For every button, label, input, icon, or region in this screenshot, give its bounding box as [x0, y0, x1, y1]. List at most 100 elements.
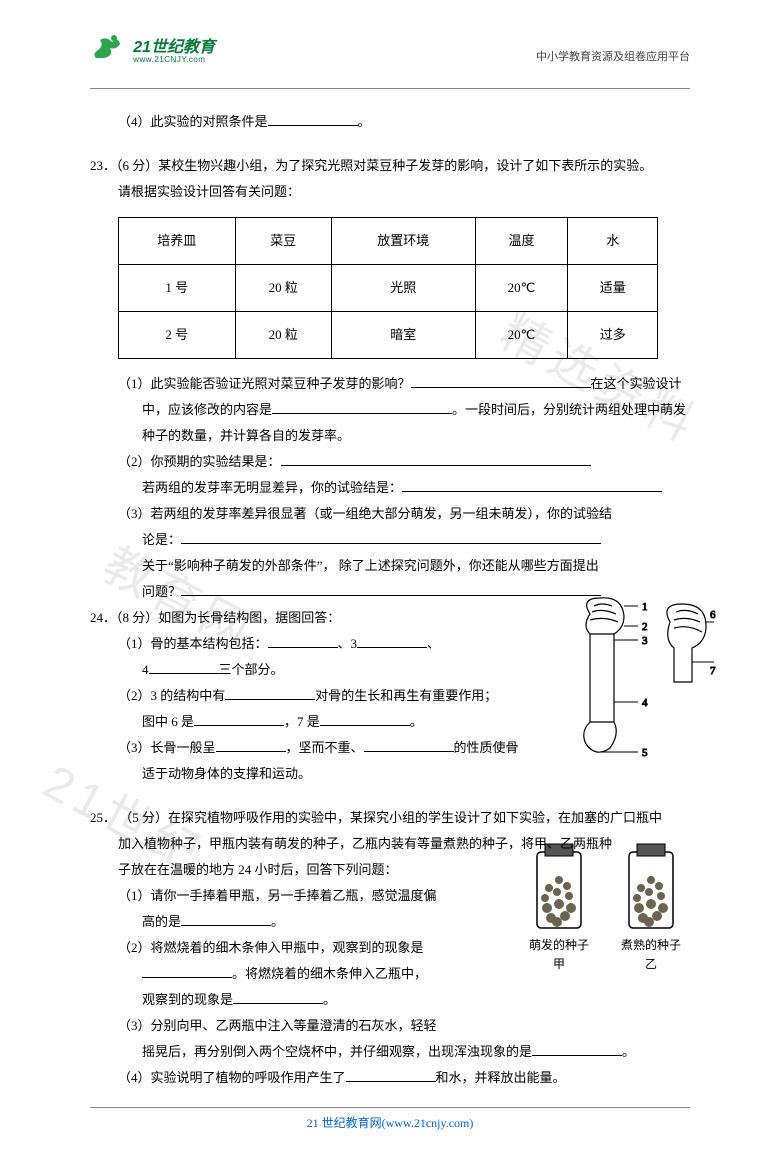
- text: （4）实验说明了植物的呼吸作用产生了: [118, 1070, 346, 1085]
- q25-stem-c: 子放在在温暖的地方 24 小时后，回答下列问题：: [90, 857, 690, 883]
- td: 20℃: [475, 265, 568, 312]
- blank: [357, 633, 427, 648]
- td: 2 号: [119, 312, 236, 359]
- q23-i1e: 种子的数量，并计算各自的发芽率。: [90, 423, 690, 449]
- blank: [320, 711, 410, 726]
- blank: [411, 373, 591, 388]
- brand-url: www.21CNJY.com: [133, 55, 215, 64]
- brand-text: 21世纪教育 www.21CNJY.com: [133, 33, 215, 64]
- q25-stem-b: 加入植物种子，甲瓶内装有萌发的种子，乙瓶内装有等量煮熟的种子，将甲、乙两瓶种: [90, 831, 690, 857]
- blank: [233, 989, 323, 1004]
- text: 论是：: [142, 532, 181, 547]
- header-right-text: 中小学教育资源及组卷应用平台: [536, 48, 690, 64]
- q24-i1d: 4三个部分。: [90, 657, 690, 683]
- q25-i1a: （1）请你一手捧着甲瓶，另一手捧着乙瓶，感觉温度偏: [90, 883, 690, 909]
- text: 。将燃烧着的细木条伸入乙瓶中，: [232, 966, 427, 981]
- text: ，7 是: [284, 714, 320, 729]
- q25: 25． （5 分）在探究植物呼吸作用的实验中，某探究小组的学生设计了如下实验，在…: [90, 805, 690, 1091]
- runner-icon: [90, 30, 126, 66]
- text: （3）长骨一般呈: [118, 740, 216, 755]
- footer-text-b: (www.21cnjy.com): [382, 1116, 474, 1130]
- text: 对骨的生长和再生有重要作用；: [315, 688, 497, 703]
- td: 过多: [568, 312, 658, 359]
- blank: [149, 659, 219, 674]
- blank: [142, 963, 232, 978]
- header-divider: [90, 88, 690, 89]
- q23-i4b: 问题？: [90, 579, 690, 605]
- page-footer: 21 世纪教育网(www.21cnjy.com): [0, 1107, 780, 1131]
- brand-logo: 21世纪教育 www.21CNJY.com: [90, 30, 215, 66]
- text: 若两组的发芽率无明显差异，你的试验结是：: [142, 480, 402, 495]
- blank: [532, 1041, 622, 1056]
- td: 20 粒: [235, 265, 331, 312]
- td: 20 粒: [235, 312, 331, 359]
- blank: [272, 399, 452, 414]
- q24-i3a: （3）长骨一般呈 ，坚而不重、 的性质使骨: [90, 735, 690, 761]
- text: （2）3 的结构中有: [118, 688, 225, 703]
- table-row: 培养皿 菜豆 放置环境 温度 水: [119, 218, 658, 265]
- blank: [181, 581, 601, 596]
- td: 1 号: [119, 265, 236, 312]
- th: 水: [568, 218, 658, 265]
- text: （1）骨的基本结构包括：: [118, 636, 268, 651]
- q23-i2b: 若两组的发芽率无明显差异，你的试验结是：: [90, 475, 690, 501]
- td: 暗室: [331, 312, 475, 359]
- text: 摇晃后，再分别倒入两个空烧杯中，并仔细观察，出现浑浊现象的是: [142, 1044, 532, 1059]
- th: 放置环境: [331, 218, 475, 265]
- text: ，坚而不重、: [286, 740, 364, 755]
- q24-i2a: （2）3 的结构中有 对骨的生长和再生有重要作用；: [90, 683, 690, 709]
- q25-i2a: （2）将燃烧着的细木条伸入甲瓶中，观察到的现象是: [90, 935, 690, 961]
- q23: 23．（6 分）某校生物兴趣小组，为了探究光照对菜豆种子发芽的影响，设计了如下表…: [90, 153, 690, 605]
- footer-text-a: 21 世纪教育网: [307, 1116, 382, 1130]
- q23-i3b: 论是：: [90, 527, 690, 553]
- q23-i2a: （2）你预期的实验结果是：: [90, 449, 690, 475]
- text: 、3: [338, 636, 358, 651]
- text: 观察到的现象是: [142, 992, 233, 1007]
- blank: [402, 477, 662, 492]
- text: （4）此实验的对照条件是: [118, 114, 268, 129]
- q24-i1: （1）骨的基本结构包括： 、3 、: [90, 631, 690, 657]
- text: 和水，并释放出能量。: [436, 1070, 566, 1085]
- td: 光照: [331, 265, 475, 312]
- text: 中，应该修改的内容是: [142, 402, 272, 417]
- table-row: 1 号 20 粒 光照 20℃ 适量: [119, 265, 658, 312]
- svg-text:7: 7: [710, 665, 716, 677]
- text: 。: [323, 992, 336, 1007]
- page-header: 21世纪教育 www.21CNJY.com 中小学教育资源及组卷应用平台: [90, 30, 690, 80]
- text: （1）此实验能否验证光照对菜豆种子发芽的影响？: [118, 376, 411, 391]
- blank: [281, 451, 591, 466]
- text: 图中 6 是: [142, 714, 194, 729]
- q25-i3a: （3）分别向甲、乙两瓶中注入等量澄清的石灰水，轻轻: [90, 1013, 690, 1039]
- q23-i3a: （3）若两组的发芽率差异很显著（或一组绝大部分萌发，另一组未萌发），你的试验结: [90, 501, 690, 527]
- blank: [194, 711, 284, 726]
- blank: [216, 737, 286, 752]
- q23-table: 培养皿 菜豆 放置环境 温度 水 1 号 20 粒 光照 20℃ 适量 2 号 …: [118, 217, 658, 359]
- page: 21世纪教育 www.21CNJY.com 中小学教育资源及组卷应用平台 精选资…: [0, 0, 780, 1151]
- text: 。: [358, 114, 371, 129]
- blank: [346, 1067, 436, 1082]
- text: 。一段时间后，分别统计两组处理中萌发: [452, 402, 686, 417]
- q23-stem-b: 请根据实验设计回答有关问题：: [90, 179, 690, 205]
- q25-i3b: 摇晃后，再分别倒入两个空烧杯中，并仔细观察，出现浑浊现象的是 。: [90, 1039, 690, 1065]
- footer-divider: [90, 1107, 690, 1108]
- th: 菜豆: [235, 218, 331, 265]
- q24-i2c: 图中 6 是，7 是。: [90, 709, 690, 735]
- blank: [268, 111, 358, 126]
- text: （2）你预期的实验结果是：: [118, 454, 281, 469]
- q25-i1b: 高的是。: [90, 909, 690, 935]
- q23-stem-a: 23．（6 分）某校生物兴趣小组，为了探究光照对菜豆种子发芽的影响，设计了如下表…: [90, 153, 690, 179]
- text: 问题？: [142, 584, 181, 599]
- svg-text:6: 6: [710, 609, 716, 621]
- text: 高的是: [142, 914, 181, 929]
- table-row: 2 号 20 粒 暗室 20℃ 过多: [119, 312, 658, 359]
- q25-i2b: 。将燃烧着的细木条伸入乙瓶中，: [90, 961, 690, 987]
- text: 、: [427, 636, 440, 651]
- blank: [268, 633, 338, 648]
- text: 。: [622, 1044, 635, 1059]
- th: 培养皿: [119, 218, 236, 265]
- q23-i4a: 关于“影响种子萌发的外部条件”， 除了上述探究问题外，你还能从哪些方面提出: [90, 553, 690, 579]
- text: 三个部分。: [219, 662, 284, 677]
- q22-item4: （4）此实验的对照条件是 。: [90, 109, 690, 135]
- text: 的性质使骨: [454, 740, 519, 755]
- text: 在这个实验设计: [591, 376, 682, 391]
